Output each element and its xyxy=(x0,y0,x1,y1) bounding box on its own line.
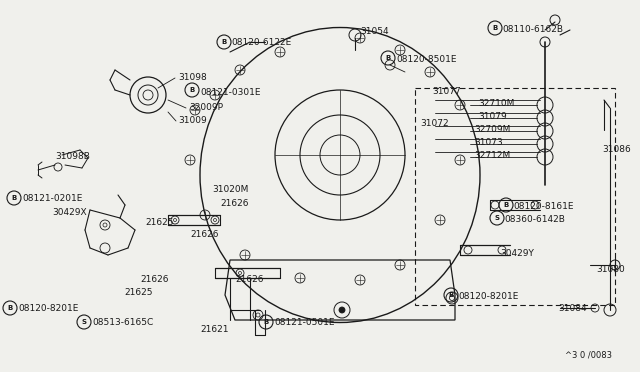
Text: B: B xyxy=(189,87,195,93)
Text: B: B xyxy=(8,305,13,311)
Text: 08120-8501E: 08120-8501E xyxy=(396,55,456,64)
Text: 31009: 31009 xyxy=(178,116,207,125)
Text: 21626: 21626 xyxy=(235,275,264,284)
Text: 21621: 21621 xyxy=(200,325,228,334)
Text: 08120-8201E: 08120-8201E xyxy=(458,292,518,301)
Text: 32009P: 32009P xyxy=(189,103,223,112)
Text: B: B xyxy=(449,292,454,298)
Text: 31080: 31080 xyxy=(596,265,625,274)
Text: 08513-6165C: 08513-6165C xyxy=(92,318,153,327)
Text: 30429Y: 30429Y xyxy=(500,249,534,258)
Text: 08120-8161E: 08120-8161E xyxy=(513,202,573,211)
Text: 31086: 31086 xyxy=(602,145,631,154)
Text: S: S xyxy=(81,319,86,325)
Text: 31077: 31077 xyxy=(432,87,461,96)
Text: 08121-0501E: 08121-0501E xyxy=(274,318,335,327)
Text: 08360-6142B: 08360-6142B xyxy=(504,215,565,224)
Text: 30429X: 30429X xyxy=(52,208,86,217)
Text: 08121-0201E: 08121-0201E xyxy=(22,194,83,203)
Text: 31073: 31073 xyxy=(474,138,503,147)
Text: B: B xyxy=(492,25,498,31)
Text: 31079: 31079 xyxy=(478,112,507,121)
Text: 31098: 31098 xyxy=(178,73,207,82)
Circle shape xyxy=(339,307,345,313)
Text: 08120-6122E: 08120-6122E xyxy=(231,38,291,47)
Text: S: S xyxy=(495,215,499,221)
Text: 32709M: 32709M xyxy=(474,125,510,134)
Text: B: B xyxy=(385,55,390,61)
Text: B: B xyxy=(12,195,17,201)
Text: 32710M: 32710M xyxy=(478,99,515,108)
Text: 31084: 31084 xyxy=(558,304,587,313)
Text: 21625: 21625 xyxy=(124,288,152,297)
Text: 31072: 31072 xyxy=(420,119,449,128)
Text: 31020M: 31020M xyxy=(212,185,248,194)
Text: B: B xyxy=(264,319,269,325)
Bar xyxy=(415,88,615,305)
Text: B: B xyxy=(221,39,227,45)
Text: ^3 0 /0083: ^3 0 /0083 xyxy=(565,350,612,359)
Text: 08110-6162B: 08110-6162B xyxy=(502,25,563,34)
Text: 21626: 21626 xyxy=(190,230,218,239)
Text: 21625: 21625 xyxy=(145,218,173,227)
Text: 21626: 21626 xyxy=(140,275,168,284)
Text: 08120-8201E: 08120-8201E xyxy=(18,304,78,313)
Text: 31054: 31054 xyxy=(360,27,388,36)
Text: 08121-0301E: 08121-0301E xyxy=(200,88,260,97)
Text: B: B xyxy=(504,202,509,208)
Text: 31098B: 31098B xyxy=(55,152,90,161)
Text: 32712M: 32712M xyxy=(474,151,510,160)
Text: 21626: 21626 xyxy=(220,199,248,208)
